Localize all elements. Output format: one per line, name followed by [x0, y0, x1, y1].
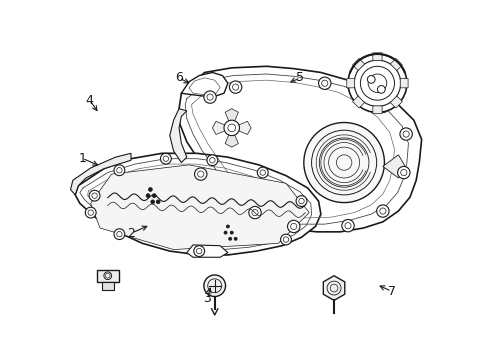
Circle shape	[207, 155, 218, 166]
Circle shape	[151, 200, 155, 204]
Polygon shape	[225, 109, 239, 128]
Polygon shape	[170, 109, 187, 163]
Polygon shape	[323, 276, 345, 300]
Polygon shape	[187, 245, 228, 257]
Circle shape	[400, 128, 412, 140]
Circle shape	[377, 205, 389, 217]
Circle shape	[156, 200, 160, 204]
Polygon shape	[391, 58, 402, 71]
Circle shape	[281, 234, 292, 245]
Polygon shape	[232, 121, 251, 135]
Text: 1: 1	[78, 152, 86, 165]
Circle shape	[368, 76, 375, 83]
Polygon shape	[225, 128, 239, 147]
Circle shape	[152, 194, 156, 198]
Polygon shape	[391, 96, 402, 108]
Circle shape	[348, 54, 407, 112]
Circle shape	[229, 81, 242, 93]
Circle shape	[304, 122, 385, 203]
Circle shape	[204, 91, 216, 103]
Circle shape	[226, 225, 229, 228]
Circle shape	[318, 77, 331, 89]
Circle shape	[234, 237, 237, 240]
Circle shape	[377, 100, 389, 112]
Circle shape	[397, 166, 410, 179]
Circle shape	[194, 246, 205, 256]
Circle shape	[148, 188, 152, 192]
Polygon shape	[352, 96, 365, 108]
Polygon shape	[75, 153, 321, 255]
Text: 5: 5	[296, 71, 304, 84]
Polygon shape	[97, 270, 119, 282]
Polygon shape	[347, 78, 355, 88]
Circle shape	[195, 168, 207, 180]
Polygon shape	[179, 66, 421, 232]
Polygon shape	[373, 53, 382, 60]
Circle shape	[114, 229, 125, 239]
Circle shape	[257, 167, 268, 178]
Text: 4: 4	[86, 94, 94, 107]
Circle shape	[230, 231, 233, 234]
Polygon shape	[373, 106, 382, 114]
Polygon shape	[181, 72, 228, 97]
Circle shape	[146, 194, 150, 198]
Polygon shape	[400, 78, 408, 88]
Circle shape	[104, 272, 112, 280]
Circle shape	[85, 207, 96, 218]
Circle shape	[160, 153, 172, 164]
Polygon shape	[352, 58, 365, 71]
Circle shape	[296, 195, 307, 206]
Polygon shape	[212, 121, 232, 135]
Text: 6: 6	[175, 71, 183, 84]
Polygon shape	[91, 165, 309, 249]
Circle shape	[342, 220, 354, 232]
Text: 7: 7	[388, 285, 395, 298]
Text: 3: 3	[203, 292, 211, 305]
Polygon shape	[101, 282, 114, 289]
Text: 2: 2	[127, 226, 135, 240]
Polygon shape	[71, 153, 131, 195]
Circle shape	[114, 165, 125, 176]
Circle shape	[288, 220, 300, 233]
Circle shape	[204, 275, 225, 297]
Circle shape	[224, 231, 227, 234]
Circle shape	[229, 237, 232, 240]
Circle shape	[224, 120, 240, 136]
Polygon shape	[383, 155, 406, 178]
Circle shape	[89, 190, 100, 201]
Circle shape	[249, 206, 261, 219]
Circle shape	[377, 86, 385, 93]
